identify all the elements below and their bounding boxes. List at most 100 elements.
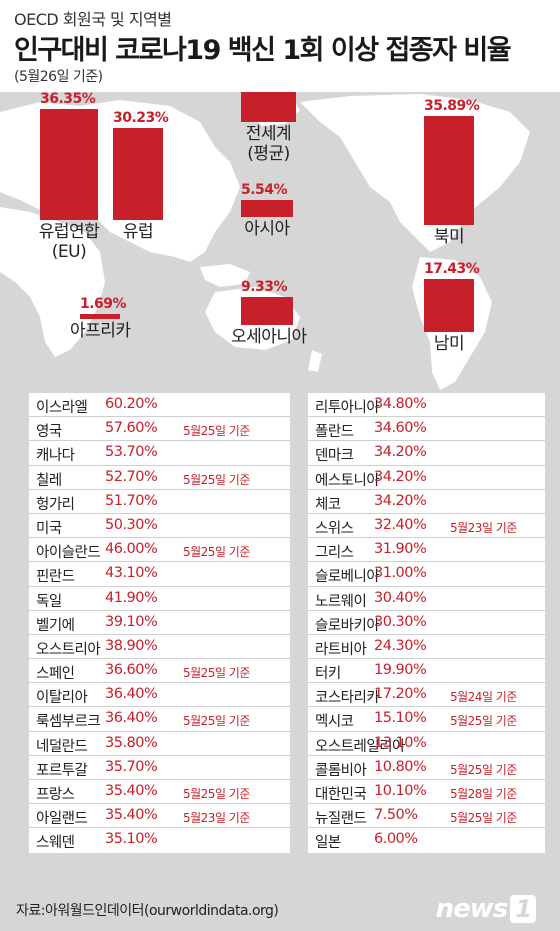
region-bar — [80, 313, 120, 319]
date-footnote: 5월24일 기준 — [450, 690, 517, 705]
vaccination-rate: 60.20% — [105, 396, 158, 412]
country-name: 핀란드 — [36, 569, 75, 586]
country-name: 스위스 — [315, 520, 354, 537]
vaccination-rate: 10.10% — [374, 783, 427, 799]
vaccination-rate: 34.20% — [374, 444, 427, 461]
vaccination-rate: 34.20% — [374, 492, 427, 509]
vaccination-rate: 52.70% — [105, 468, 158, 485]
table-row: 스페인 36.60% 5월25일 기준 — [29, 659, 290, 684]
bar-value-label: 36.35% — [40, 92, 96, 108]
table-row: 칠레 52.70% 5월25일 기준 — [29, 466, 290, 490]
table-row: 리투아니아 34.80% — [308, 393, 545, 418]
country-name: 독일 — [36, 593, 62, 610]
country-name: 슬로바키아 — [315, 617, 380, 634]
region-label-sub: (평균) — [247, 144, 290, 164]
country-name: 이스라엘 — [36, 400, 88, 416]
vaccination-rate: 31.00% — [374, 565, 427, 582]
vaccination-rate: 17.20% — [374, 686, 427, 703]
date-footnote: 5월25일 기준 — [450, 762, 517, 777]
footer: 자료:아워월드인데이터(ourworldindata.org) news 1 — [0, 890, 560, 931]
source-note: 자료:아워월드인데이터(ourworldindata.org) — [16, 903, 279, 919]
region-label: 유럽연합 (EU) — [38, 222, 100, 262]
country-name: 포르투갈 — [36, 762, 88, 779]
table-row: 스위스 32.40% 5월23일 기준 — [308, 514, 545, 539]
table-row: 슬로바키아 30.30% — [308, 611, 545, 635]
bar-value-label: 30.23% — [113, 109, 169, 126]
country-name: 슬로베니아 — [315, 569, 380, 586]
vaccination-rate: 36.40% — [105, 710, 158, 727]
country-name: 영국 — [36, 424, 62, 441]
region-bar — [241, 200, 293, 217]
country-table: 이스라엘 60.20% 영국 57.60% 5월25일 기준 캐나다 53.70% 칠레 52.… — [0, 390, 560, 890]
chart-subtitle: OECD 회원국 및 지역별 — [14, 10, 172, 29]
date-note: (5월26일 기준) — [14, 69, 103, 85]
date-footnote: 5월25일 기준 — [183, 472, 250, 487]
bar-value-label: 35.89% — [424, 97, 480, 114]
region-label: 오세아니아 — [231, 327, 307, 347]
vaccination-rate: 57.60% — [105, 420, 158, 437]
table-row: 대한민국 10.10% 5월28일 기준 — [308, 780, 545, 805]
vaccination-rate: 35.70% — [105, 758, 158, 775]
vaccination-rate: 15.10% — [374, 710, 427, 727]
vaccination-rate: 30.40% — [374, 589, 427, 606]
date-footnote: 5월25일 기준 — [183, 787, 250, 801]
news1-logo: news 1 — [436, 894, 536, 924]
table-row: 벨기에 39.10% — [29, 611, 290, 635]
table-row: 오스트리아 38.90% — [29, 635, 290, 660]
table-row: 체코 34.20% — [308, 490, 545, 514]
country-name: 벨기에 — [36, 617, 75, 634]
region-bar — [113, 127, 163, 220]
vaccination-rate: 32.40% — [374, 516, 427, 533]
world-map-chart: 36.35%유럽연합(EU)30.23%유럽10.23%전세계(평균)5.54%… — [0, 92, 560, 390]
date-footnote: 5월25일 기준 — [183, 714, 250, 729]
region-bar — [424, 115, 474, 225]
country-name: 오스트리아 — [36, 641, 101, 658]
date-footnote: 5월23일 기준 — [450, 520, 517, 535]
region-label: 유럽 — [122, 222, 154, 242]
table-row: 슬로베니아 31.00% — [308, 562, 545, 587]
vaccination-rate: 35.80% — [105, 734, 158, 751]
region-label: 아시아 — [244, 219, 290, 239]
table-row: 프랑스 35.40% 5월25일 기준 — [29, 780, 290, 805]
table-row: 헝가리 51.70% — [29, 490, 290, 514]
vaccination-rate: 30.30% — [374, 613, 427, 630]
vaccination-rate: 35.10% — [105, 831, 158, 848]
country-name: 캐나다 — [36, 448, 75, 465]
country-name: 아이슬란드 — [36, 545, 101, 562]
table-column-right: 리투아니아 34.80% 폴란드 34.60% 덴마크 34.20% 에스토니아 34.20%… — [308, 393, 545, 853]
vaccination-rate: 39.10% — [105, 613, 158, 630]
vaccination-rate: 34.60% — [374, 420, 427, 437]
table-row: 뉴질랜드 7.50% 5월25일 기준 — [308, 804, 545, 829]
country-name: 룩셈부르크 — [36, 714, 101, 731]
table-row: 폴란드 34.60% — [308, 417, 545, 442]
country-name: 이탈리아 — [36, 690, 88, 707]
country-name: 스웨덴 — [36, 835, 75, 852]
country-name: 라트비아 — [315, 641, 367, 658]
vaccination-rate: 50.30% — [105, 516, 158, 533]
country-name: 칠레 — [36, 472, 62, 489]
table-row: 미국 50.30% — [29, 514, 290, 539]
region-label: 전세계 (평균) — [245, 124, 292, 164]
country-name: 일본 — [315, 835, 341, 852]
vaccination-rate: 53.70% — [105, 444, 158, 461]
table-row: 룩셈부르크 36.40% 5월25일 기준 — [29, 707, 290, 732]
country-name: 미국 — [36, 520, 62, 537]
vaccination-rate: 31.90% — [374, 541, 427, 558]
vaccination-rate: 38.90% — [105, 637, 158, 654]
bar-value-label: 1.69% — [80, 295, 127, 312]
table-row: 포르투갈 35.70% — [29, 756, 290, 780]
region-bar — [241, 296, 293, 325]
table-row: 네덜란드 35.80% — [29, 732, 290, 756]
bar-value-label: 5.54% — [241, 182, 288, 199]
date-footnote: 5월28일 기준 — [450, 787, 517, 801]
vaccination-rate: 7.50% — [374, 807, 418, 824]
country-name: 뉴질랜드 — [315, 811, 367, 828]
table-row: 스웨덴 35.10% — [29, 828, 290, 852]
table-row: 에스토니아 34.20% — [308, 466, 545, 490]
vaccination-rate: 41.90% — [105, 589, 158, 606]
vaccination-rate: 36.60% — [105, 662, 158, 679]
vaccination-rate: 35.40% — [105, 807, 158, 824]
table-row: 이스라엘 60.20% — [29, 393, 290, 418]
country-name: 덴마크 — [315, 448, 354, 465]
country-name: 콜롬비아 — [315, 762, 367, 779]
